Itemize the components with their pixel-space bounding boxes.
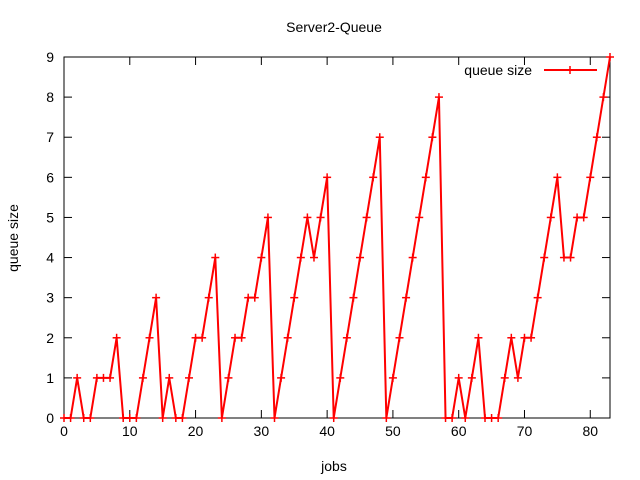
data-point bbox=[250, 293, 259, 302]
y-tick-label: 2 bbox=[46, 330, 54, 346]
legend-marker bbox=[566, 66, 574, 74]
data-point bbox=[592, 133, 601, 142]
chart-title: Server2-Queue bbox=[286, 19, 382, 35]
data-point bbox=[579, 213, 588, 222]
x-tick-label: 10 bbox=[122, 423, 138, 439]
data-point bbox=[224, 373, 233, 382]
x-tick-label: 70 bbox=[517, 423, 533, 439]
data-point bbox=[454, 373, 463, 382]
data-point bbox=[382, 414, 391, 422]
series-markers bbox=[60, 53, 614, 422]
data-point bbox=[448, 414, 457, 422]
y-tick-label: 8 bbox=[46, 89, 54, 105]
data-point bbox=[257, 253, 266, 262]
y-tick-label: 3 bbox=[46, 290, 54, 306]
x-tick-label: 30 bbox=[254, 423, 270, 439]
data-point bbox=[138, 373, 147, 382]
y-tick-label: 7 bbox=[46, 129, 54, 145]
data-point bbox=[270, 414, 279, 422]
legend-plus bbox=[566, 66, 574, 74]
y-tick-label: 1 bbox=[46, 370, 54, 386]
data-point bbox=[211, 253, 220, 262]
data-point bbox=[184, 373, 193, 382]
x-tick-label: 0 bbox=[60, 423, 68, 439]
data-point bbox=[303, 213, 312, 222]
data-point bbox=[421, 173, 430, 182]
data-point bbox=[86, 414, 95, 422]
data-point bbox=[566, 253, 575, 262]
y-tick-label: 5 bbox=[46, 209, 54, 225]
data-point bbox=[369, 173, 378, 182]
data-point bbox=[434, 93, 443, 102]
data-point bbox=[408, 253, 417, 262]
data-point bbox=[323, 173, 332, 182]
data-point bbox=[356, 253, 365, 262]
data-point bbox=[606, 53, 614, 61]
y-tick-label: 6 bbox=[46, 169, 54, 185]
data-point bbox=[494, 414, 503, 422]
data-point bbox=[112, 333, 121, 342]
y-tick-label: 4 bbox=[46, 250, 54, 266]
data-point bbox=[204, 293, 213, 302]
data-point bbox=[474, 333, 483, 342]
series-line-queue-size bbox=[64, 56, 611, 419]
legend-label: queue size bbox=[464, 62, 532, 78]
x-tick-label: 50 bbox=[385, 423, 401, 439]
data-point bbox=[329, 414, 338, 422]
data-point bbox=[165, 373, 174, 382]
data-point bbox=[540, 253, 549, 262]
data-point bbox=[277, 373, 286, 382]
x-axis-label: jobs bbox=[320, 458, 347, 474]
legend: queue size bbox=[464, 62, 597, 78]
data-point bbox=[533, 293, 542, 302]
data-point bbox=[198, 333, 207, 342]
y-axis-label: queue size bbox=[5, 204, 21, 272]
data-point bbox=[152, 293, 161, 302]
x-tick-label: 40 bbox=[319, 423, 335, 439]
data-point bbox=[527, 333, 536, 342]
data-point bbox=[309, 253, 318, 262]
y-tick-label: 0 bbox=[46, 410, 54, 426]
data-point bbox=[415, 213, 424, 222]
data-point bbox=[428, 133, 437, 142]
data-point bbox=[132, 414, 141, 422]
data-point bbox=[336, 373, 345, 382]
data-point bbox=[290, 293, 299, 302]
data-point bbox=[395, 333, 404, 342]
data-point bbox=[507, 333, 516, 342]
x-tick-label: 80 bbox=[582, 423, 598, 439]
y-tick-label: 9 bbox=[46, 49, 54, 65]
data-point bbox=[106, 373, 115, 382]
tick-labels: 0 10 20 30 40 50 60 70 80 0 1 2 3 4 5 6 7 8 9 bbox=[46, 49, 598, 439]
data-point bbox=[237, 333, 246, 342]
data-point bbox=[586, 173, 595, 182]
data-point bbox=[349, 293, 358, 302]
data-point bbox=[500, 373, 509, 382]
data-point bbox=[66, 414, 75, 422]
data-point bbox=[263, 213, 272, 222]
x-tick-label: 60 bbox=[451, 423, 467, 439]
data-point bbox=[388, 373, 397, 382]
data-point bbox=[375, 133, 384, 142]
data-point bbox=[316, 213, 325, 222]
data-point bbox=[217, 414, 226, 422]
data-point bbox=[461, 414, 470, 422]
data-point bbox=[402, 293, 411, 302]
data-point bbox=[342, 333, 351, 342]
x-tick-label: 20 bbox=[188, 423, 204, 439]
data-point bbox=[158, 414, 167, 422]
data-point bbox=[283, 333, 292, 342]
data-point bbox=[296, 253, 305, 262]
data-point bbox=[145, 333, 154, 342]
data-point bbox=[599, 93, 608, 102]
data-point bbox=[467, 373, 476, 382]
data-point bbox=[546, 213, 555, 222]
data-point bbox=[178, 414, 187, 422]
data-point bbox=[362, 213, 371, 222]
data-point bbox=[553, 173, 562, 182]
data-point bbox=[73, 373, 82, 382]
data-point bbox=[513, 373, 522, 382]
